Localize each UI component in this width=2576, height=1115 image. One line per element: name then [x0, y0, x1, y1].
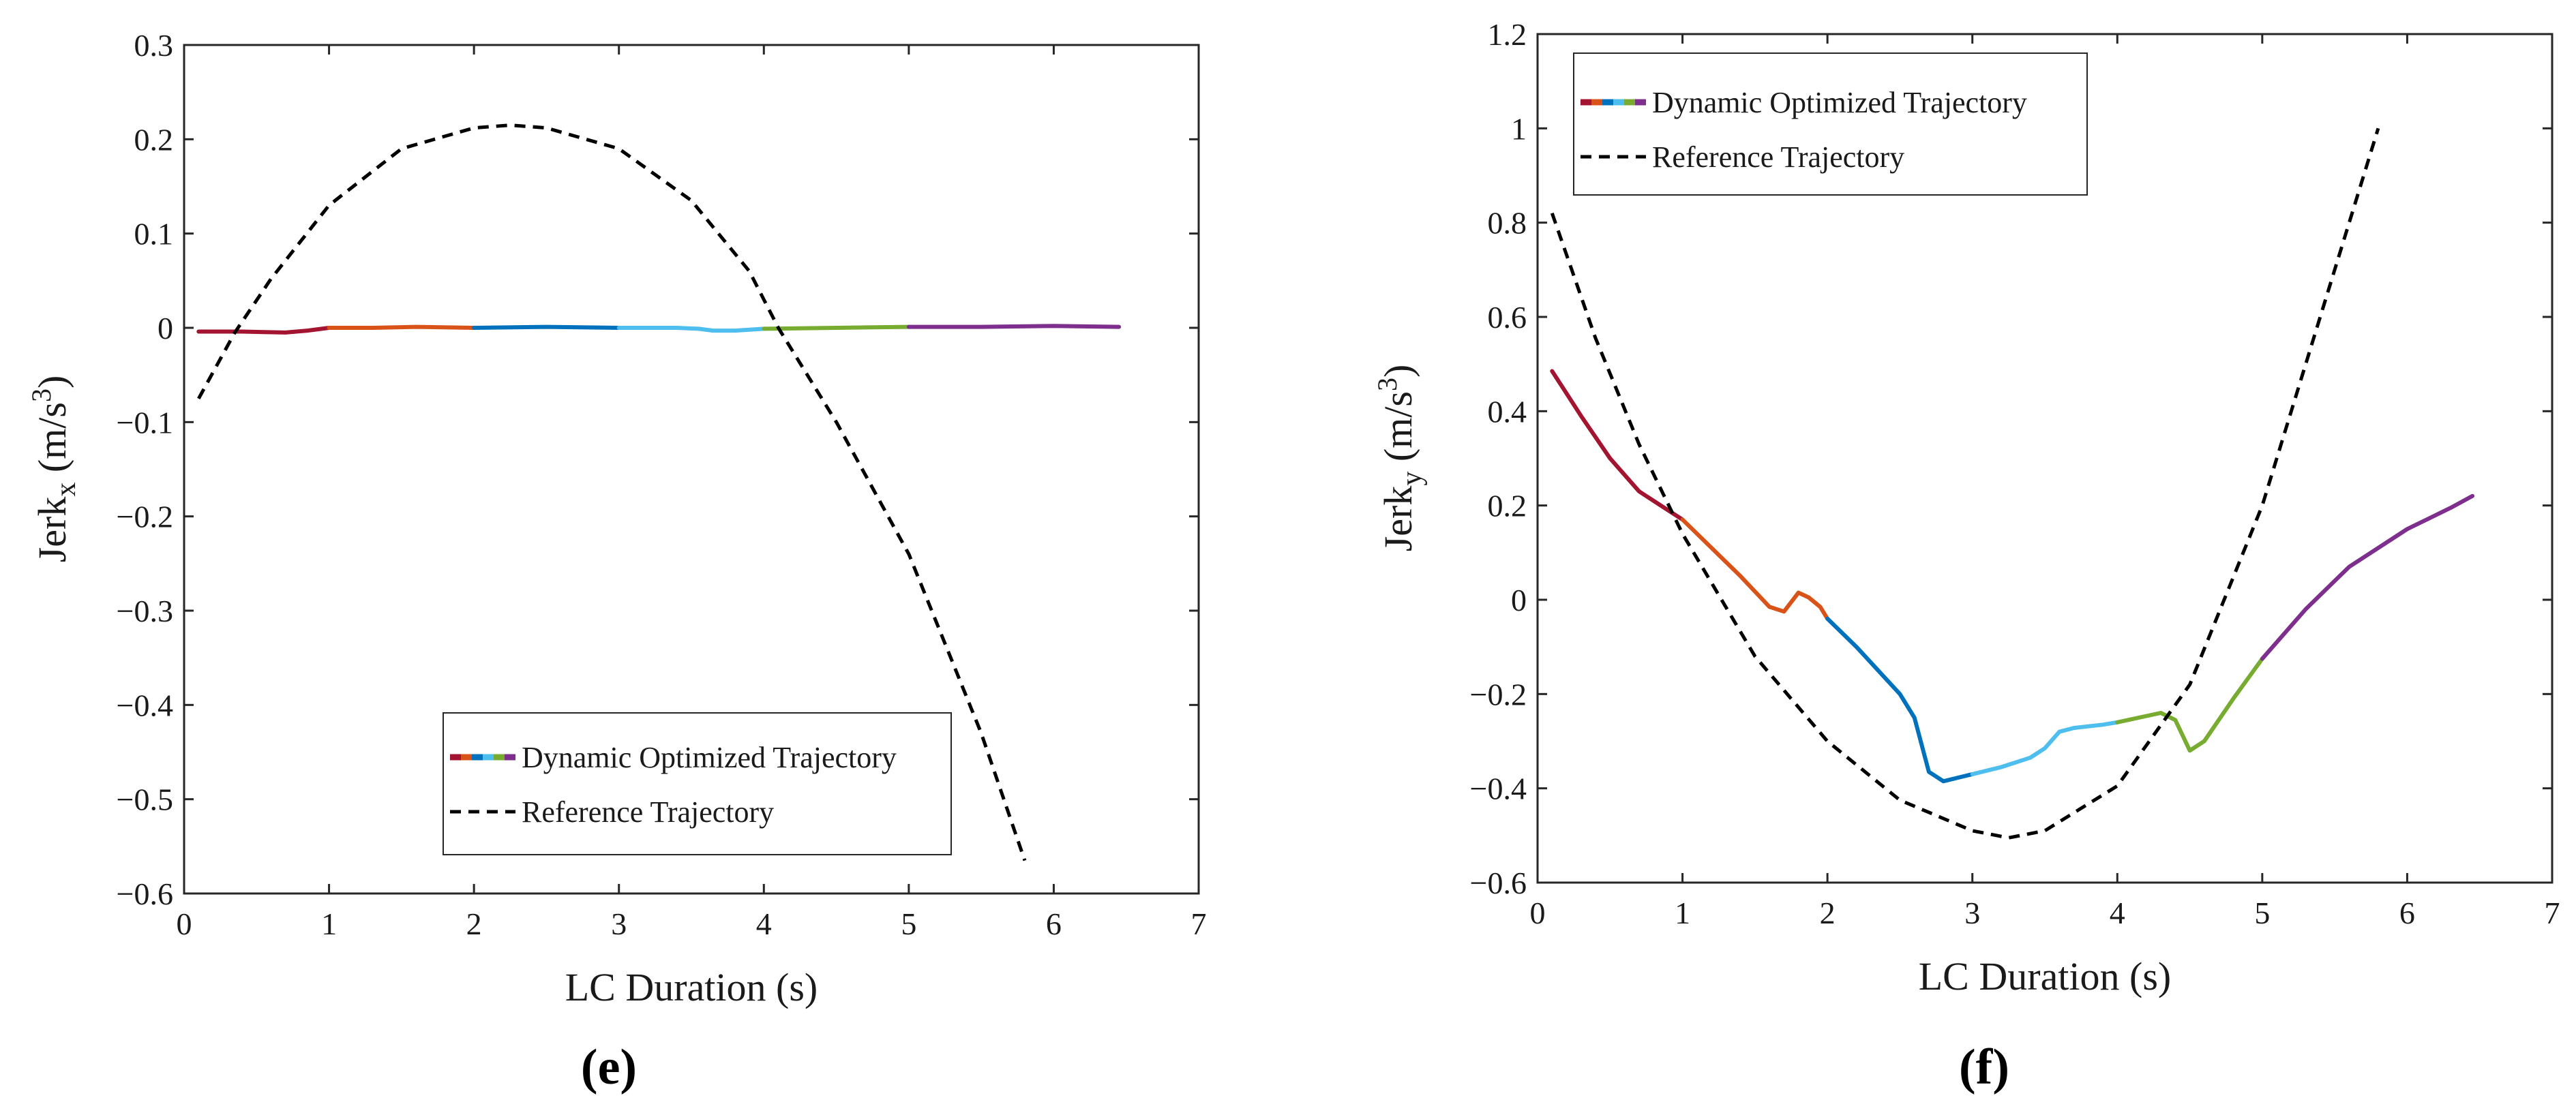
y-tick-label: −0.1 — [117, 405, 173, 440]
optimized-trajectory-segment-3 — [472, 324, 621, 330]
optimized-trajectory-segment-5 — [762, 324, 911, 331]
x-tick-label: 1 — [1675, 896, 1690, 930]
x-tick-label: 4 — [756, 906, 772, 941]
panel-label-e: (e) — [581, 1039, 637, 1095]
y-tick-label: −0.6 — [1470, 866, 1527, 900]
optimized-trajectory-segment-6 — [2260, 493, 2475, 661]
y-tick-label: −0.6 — [117, 876, 173, 911]
y-tick-label: 0.4 — [1488, 394, 1527, 429]
x-tick-label: 0 — [177, 906, 192, 941]
x-tick-label: 7 — [2545, 896, 2560, 930]
optimized-trajectory-segment-1 — [1550, 369, 1685, 522]
legend-e: Dynamic Optimized Trajectory Reference T… — [443, 712, 952, 855]
x-tick-label: 5 — [901, 906, 916, 941]
legend-f: Dynamic Optimized Trajectory Reference T… — [1573, 52, 2088, 196]
x-tick-label: 6 — [2399, 896, 2415, 930]
y-tick-label: −0.2 — [117, 500, 173, 534]
plot-area-f — [1536, 33, 2553, 884]
x-tick-label: 2 — [1820, 896, 1836, 930]
x-tick-label: 5 — [2254, 896, 2270, 930]
y-tick-label: 0.2 — [1488, 489, 1527, 523]
x-tick-label: 3 — [1964, 896, 1980, 930]
y-tick-label: 0.6 — [1488, 300, 1527, 335]
optimized-trajectory-segment-1 — [196, 326, 331, 335]
y-tick-label: 0.2 — [134, 122, 174, 157]
x-tick-label: 1 — [321, 906, 337, 941]
optimized-trajectory-segment-4 — [616, 326, 766, 333]
chart-e: 0.3 0.2 0.1 0 −0.1 −0.2 −0.3 −0.4 −0.5 −0.6 0 1 2 3 4… — [26, 28, 1207, 1095]
y-tick-label: −0.3 — [117, 594, 173, 628]
y-tick-label: −0.4 — [1470, 772, 1527, 806]
reference-trajectory-line — [1550, 127, 2380, 840]
legend-label: Dynamic Optimized Trajectory — [522, 741, 897, 774]
optimized-trajectory-segment-2 — [327, 324, 477, 330]
y-tick-label: −0.5 — [117, 782, 173, 817]
x-tick-label: 2 — [466, 906, 482, 941]
optimized-trajectory-segment-2 — [1680, 517, 1830, 621]
y-tick-label: 0.8 — [1488, 206, 1527, 241]
panel-label-f: (f) — [1959, 1039, 2009, 1095]
y-tick-label: −0.2 — [1470, 677, 1527, 712]
plot-area-e — [183, 44, 1200, 895]
x-tick-label: 4 — [2110, 896, 2125, 930]
y-tick-label: 0 — [1511, 583, 1527, 617]
x-tick-label: 6 — [1046, 906, 1062, 941]
y-tick-label: −0.4 — [117, 688, 173, 722]
x-tick-label: 7 — [1191, 906, 1207, 941]
legend-label: Reference Trajectory — [1652, 140, 1904, 174]
x-axis-label-f: LC Duration (s) — [1919, 954, 2172, 998]
optimized-trajectory-segment-4 — [1970, 720, 2120, 776]
legend-label: Dynamic Optimized Trajectory — [1652, 86, 2027, 119]
x-tick-label: 3 — [611, 906, 627, 941]
reference-trajectory-line — [197, 123, 1027, 861]
chart-f: 1.2 1 0.8 0.6 0.4 0.2 0 −0.2 −0.4 −0.6 0 1 2 3 4 5 6 7 L… — [1372, 17, 2560, 1095]
x-tick-label: 0 — [1530, 896, 1546, 930]
y-tick-label: 0.1 — [134, 217, 174, 251]
y-tick-label: 1.2 — [1488, 17, 1527, 52]
optimized-trajectory-segment-5 — [2115, 656, 2264, 753]
x-axis-label-e: LC Duration (s) — [565, 965, 818, 1009]
y-tick-label: 1 — [1511, 111, 1527, 146]
legend-label: Reference Trajectory — [522, 795, 774, 829]
y-axis-label-f: Jerky (m/s3) — [1372, 365, 1428, 552]
y-tick-label: 0 — [158, 311, 173, 346]
y-tick-label: 0.3 — [134, 28, 174, 63]
optimized-trajectory-segment-3 — [1825, 616, 1975, 784]
y-axis-label-e: Jerkx (m/s3) — [26, 376, 82, 563]
